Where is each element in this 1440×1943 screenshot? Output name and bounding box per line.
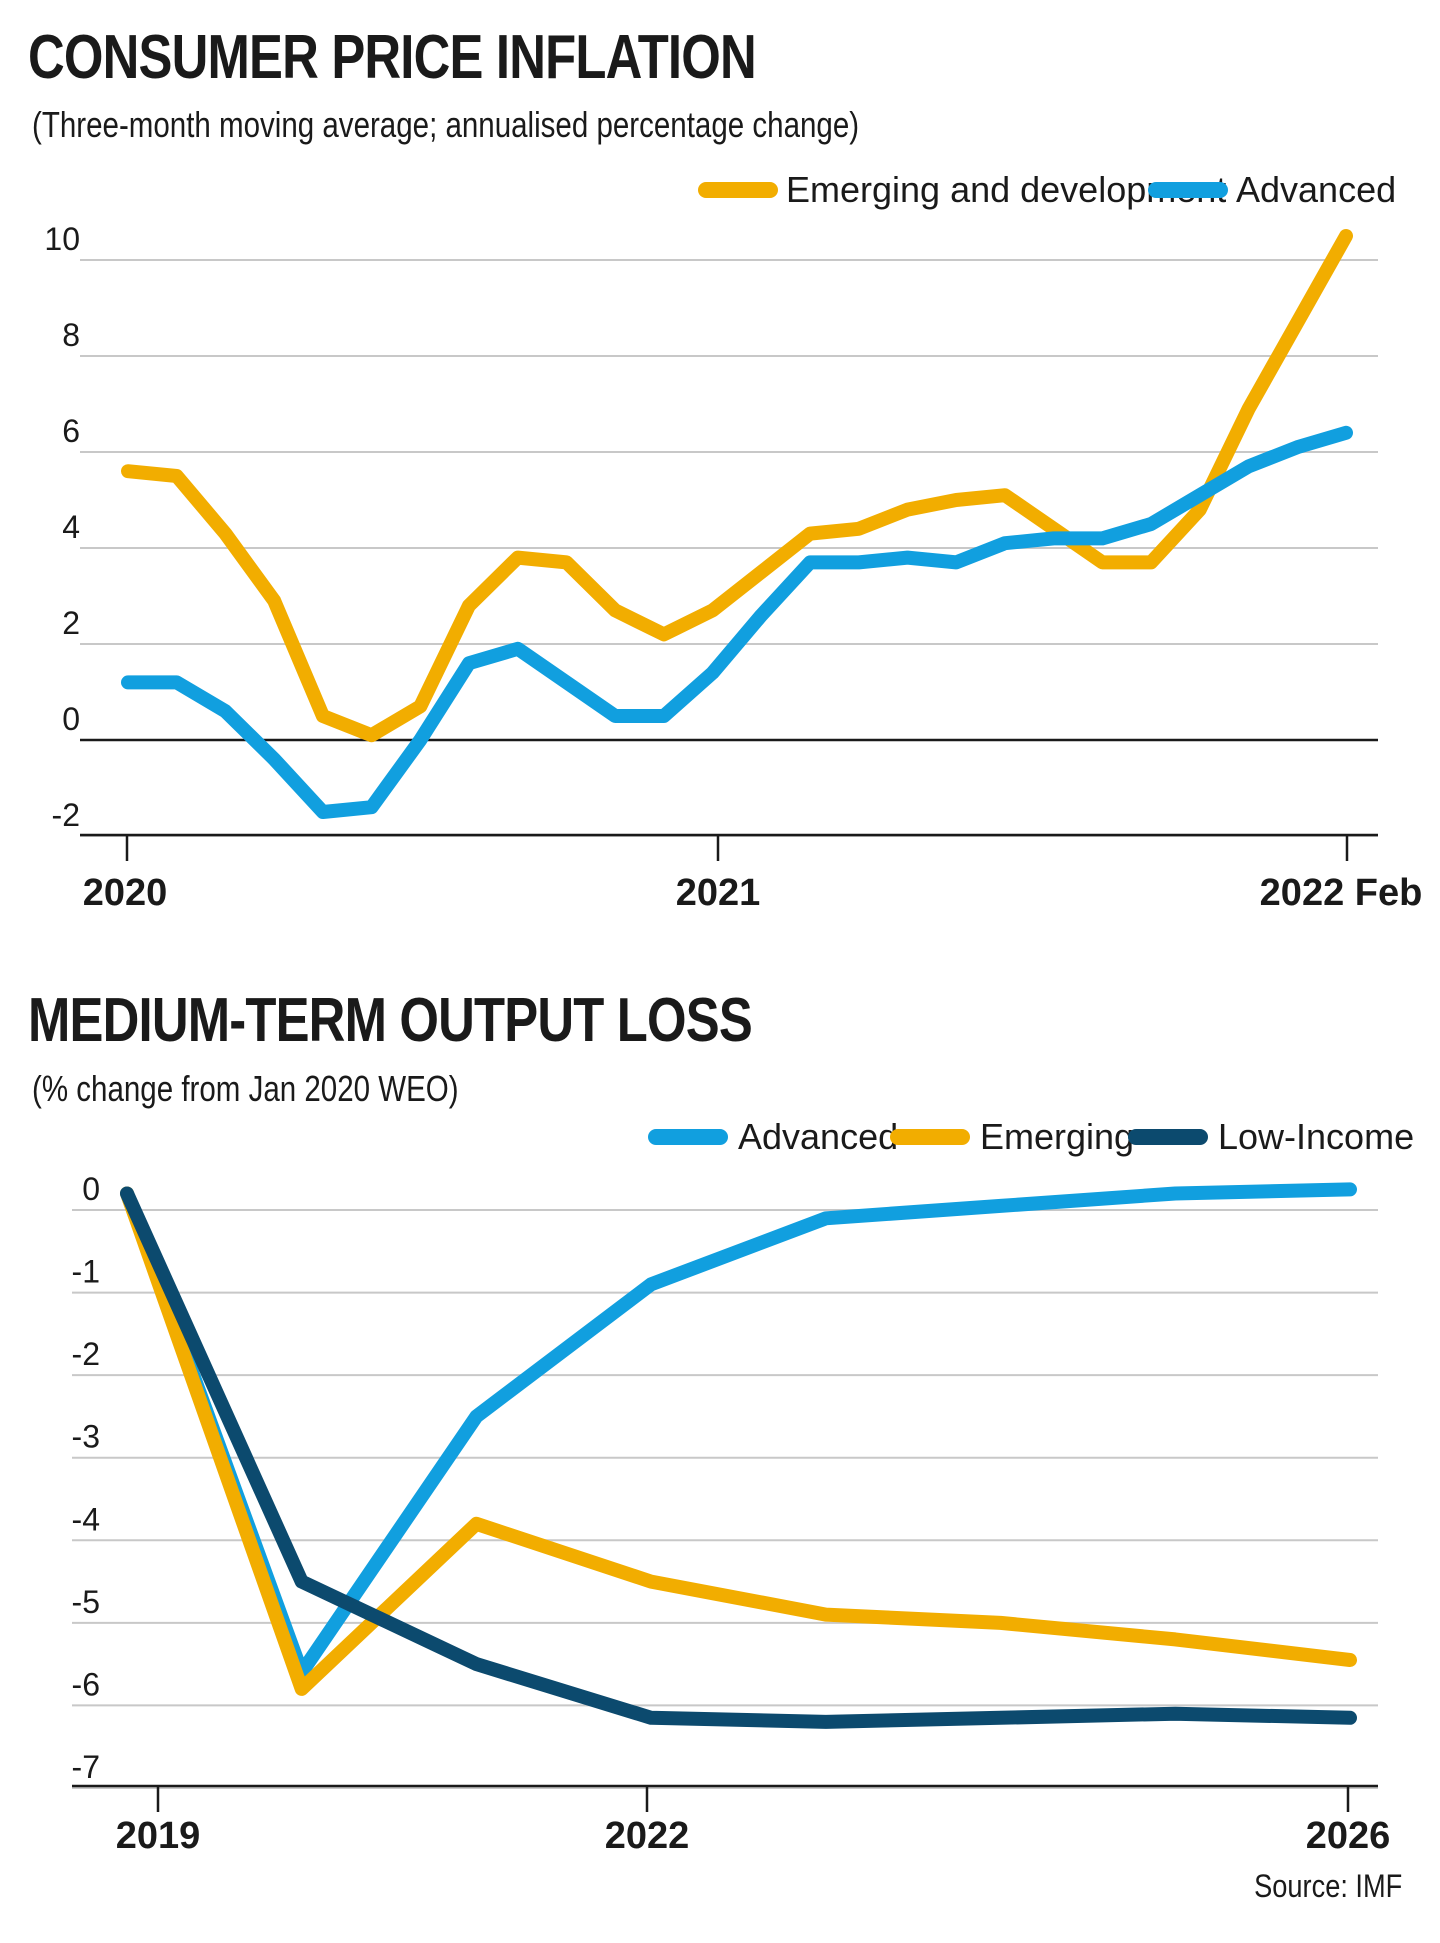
chart2-title: MEDIUM-TERM OUTPUT LOSS bbox=[28, 986, 753, 1055]
y-tick-label: 10 bbox=[44, 221, 80, 257]
y-tick-label: 6 bbox=[62, 413, 80, 449]
y-tick-label: -6 bbox=[72, 1666, 100, 1702]
chart2-subtitle: (% change from Jan 2020 WEO) bbox=[32, 1068, 459, 1109]
legend-label: Advanced bbox=[738, 1116, 898, 1157]
y-tick-label: 4 bbox=[62, 509, 80, 545]
y-tick-label: -1 bbox=[72, 1254, 100, 1290]
y-tick-label: -3 bbox=[72, 1419, 100, 1455]
x-tick-label: 2020 bbox=[83, 872, 168, 914]
series-line-3 bbox=[120, 1186, 1357, 1729]
x-tick-label: 2021 bbox=[676, 872, 761, 914]
series-line-2 bbox=[120, 1186, 1357, 1696]
legend-label: Advanced bbox=[1236, 169, 1396, 210]
chart1-subtitle: (Three-month moving average; annualised … bbox=[32, 104, 860, 145]
source-note: Source: IMF bbox=[1253, 1868, 1402, 1904]
y-tick-label: 0 bbox=[82, 1171, 100, 1207]
x-tick-label: 2022 bbox=[605, 1815, 690, 1857]
y-tick-label: -7 bbox=[72, 1749, 100, 1785]
series-line-1 bbox=[120, 1182, 1357, 1680]
output-loss-chart: 0 -1 -2 -3 -4 -5 -6 -7 2019 2022 2026 Advanced Emerg… bbox=[72, 1116, 1415, 1857]
y-tick-label: -2 bbox=[72, 1336, 100, 1372]
x-tick-label: 2026 bbox=[1306, 1815, 1391, 1857]
series-line-1 bbox=[121, 229, 1353, 743]
series-line-2 bbox=[121, 425, 1353, 819]
legend-label: Low-Income bbox=[1218, 1116, 1414, 1157]
y-tick-label: -5 bbox=[72, 1584, 100, 1620]
y-tick-label: 0 bbox=[62, 701, 80, 737]
legend-label: Emerging bbox=[980, 1116, 1134, 1157]
y-tick-label: 2 bbox=[62, 605, 80, 641]
y-tick-label: -2 bbox=[52, 797, 80, 833]
x-tick-label: 2022 Feb bbox=[1260, 872, 1423, 914]
chart1-title: CONSUMER PRICE INFLATION bbox=[28, 23, 757, 92]
y-tick-label: -4 bbox=[72, 1501, 100, 1537]
x-tick-label: 2019 bbox=[116, 1815, 201, 1857]
y-tick-label: 8 bbox=[62, 317, 80, 353]
